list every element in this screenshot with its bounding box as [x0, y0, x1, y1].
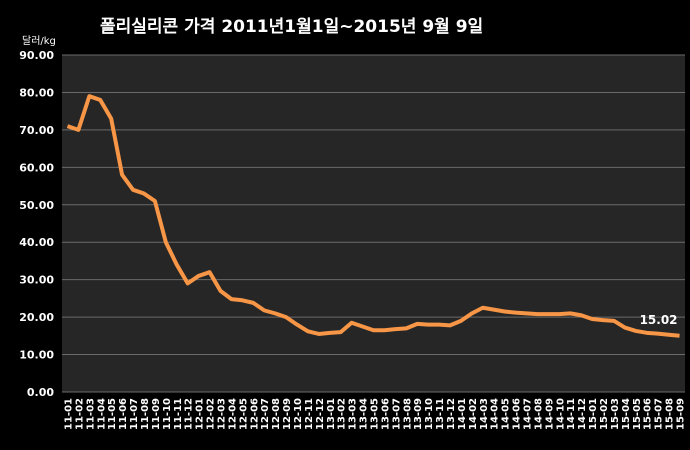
x-tick-label: 15-05	[632, 398, 643, 430]
x-tick-label: 11-05	[107, 398, 118, 430]
x-tick-label: 12-06	[249, 398, 260, 430]
x-tick-label: 13-08	[402, 398, 413, 430]
x-tick-label: 13-12	[446, 398, 457, 430]
x-tick-label: 15-09	[676, 398, 687, 430]
x-tick-label: 14-08	[533, 398, 544, 430]
x-tick-label: 12-04	[227, 398, 238, 430]
x-tick-label: 14-07	[523, 398, 534, 430]
x-tick-label: 12-09	[282, 398, 293, 430]
x-tick-label: 13-02	[337, 398, 348, 430]
y-tick-label: 70.00	[19, 124, 54, 137]
x-tick-label: 13-03	[348, 398, 359, 430]
x-tick-label: 15-08	[665, 398, 676, 430]
price-line	[66, 94, 680, 338]
y-tick-label: 80.00	[19, 86, 54, 99]
x-tick-label: 12-07	[260, 398, 271, 430]
x-tick-label: 14-10	[555, 398, 566, 430]
x-tick-label: 15-07	[654, 398, 665, 430]
x-tick-label: 14-12	[577, 398, 588, 430]
y-tick-label: 40.00	[19, 236, 54, 249]
x-tick-label: 14-02	[468, 398, 479, 430]
x-tick-label: 13-06	[380, 398, 391, 430]
x-tick-label: 12-03	[216, 398, 227, 430]
x-tick-label: 14-04	[490, 398, 501, 430]
x-tick-label: 14-03	[479, 398, 490, 430]
x-tick-label: 11-11	[173, 398, 184, 430]
x-tick-label: 11-04	[96, 398, 107, 430]
x-tick-label: 11-02	[74, 398, 85, 430]
x-tick-label: 11-10	[162, 398, 173, 430]
x-tick-label: 14-06	[512, 398, 523, 430]
x-tick-label: 14-01	[457, 398, 468, 430]
x-tick-label: 11-01	[63, 398, 74, 430]
x-tick-label: 15-02	[599, 398, 610, 430]
x-tick-label: 15-01	[588, 398, 599, 430]
y-tick-label: 20.00	[19, 311, 54, 324]
data-label: 15.02	[640, 313, 678, 327]
y-tick-label: 30.00	[19, 274, 54, 287]
x-tick-label: 13-05	[370, 398, 381, 430]
x-tick-label: 11-06	[118, 398, 129, 430]
x-tick-label: 12-08	[271, 398, 282, 430]
y-axis-label: 달러/kg	[22, 35, 56, 47]
y-tick-label: 10.00	[19, 349, 54, 362]
x-tick-label: 11-08	[140, 398, 151, 430]
x-tick-label: 14-05	[501, 398, 512, 430]
x-tick-label: 12-10	[293, 398, 304, 430]
x-tick-label: 12-12	[315, 398, 326, 430]
x-tick-label: 13-10	[424, 398, 435, 430]
x-tick-label: 11-03	[85, 398, 96, 430]
x-tick-label: 12-01	[195, 398, 206, 430]
x-tick-label: 14-09	[544, 398, 555, 430]
x-tick-label: 15-04	[621, 398, 632, 430]
x-tick-label: 13-01	[326, 398, 337, 430]
x-tick-label: 15-03	[610, 398, 621, 430]
x-tick-label: 13-09	[413, 398, 424, 430]
chart-title: 폴리실리콘 가격 2011년1월1일~2015년 9월 9일	[100, 17, 483, 37]
x-tick-label: 12-11	[304, 398, 315, 430]
x-tick-label: 11-12	[184, 398, 195, 430]
plot-area	[62, 55, 685, 392]
y-tick-label: 50.00	[19, 199, 54, 212]
x-tick-label: 13-11	[435, 398, 446, 430]
x-tick-label: 11-07	[129, 398, 140, 430]
x-tick-label: 14-11	[566, 398, 577, 430]
y-tick-label: 60.00	[19, 161, 54, 174]
x-tick-label: 13-07	[391, 398, 402, 430]
y-tick-label: 0.00	[27, 386, 54, 399]
x-tick-label: 12-02	[206, 398, 217, 430]
x-tick-label: 12-05	[238, 398, 249, 430]
y-tick-label: 90.00	[19, 49, 54, 62]
x-tick-label: 11-09	[151, 398, 162, 430]
x-tick-label: 13-04	[359, 398, 370, 430]
x-tick-label: 15-06	[643, 398, 654, 430]
